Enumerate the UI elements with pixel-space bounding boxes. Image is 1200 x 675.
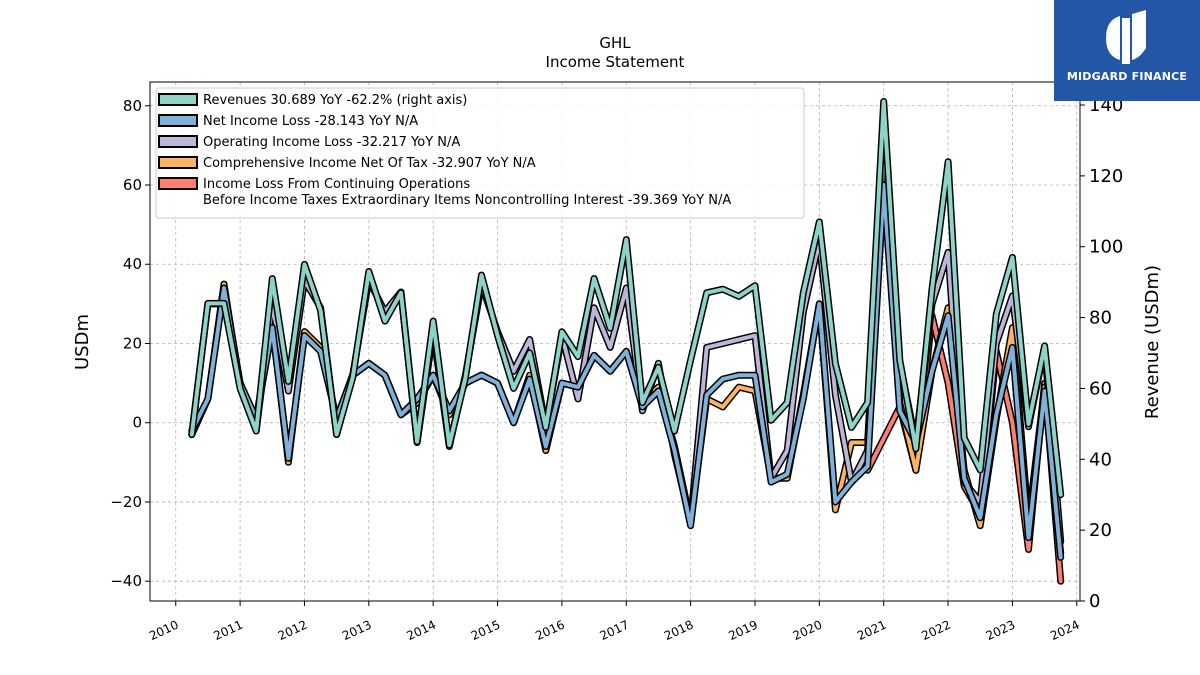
y-tick-label-left: 60 <box>123 176 142 194</box>
y-tick-label-right: 20 <box>1089 520 1112 541</box>
legend-item-1: Revenues 30.689 YoY -62.2% (right axis) <box>158 93 467 108</box>
y-tick-label-right: 100 <box>1089 237 1123 258</box>
chart-subtitle: Income Statement <box>546 53 685 71</box>
y-tick-label-right: 120 <box>1089 166 1123 187</box>
x-tick-label: 2012 <box>276 618 310 644</box>
legend-label: Income Loss From Continuing Operations <box>203 177 470 192</box>
legend-item-2: Net Income Loss -28.143 YoY N/A <box>158 114 418 129</box>
x-tick-label: 2017 <box>598 618 632 644</box>
legend-label: Net Income Loss -28.143 YoY N/A <box>203 114 418 129</box>
y-tick-label-left: 20 <box>123 334 142 352</box>
series-line-1 <box>188 98 1065 499</box>
legend-swatch <box>158 114 198 127</box>
brand-mark-icon <box>1106 10 1146 64</box>
y-tick-label-right: 0 <box>1089 591 1100 612</box>
y-tick-label-left: 40 <box>123 255 142 273</box>
legend-label: Before Income Taxes Extraordinary Items … <box>203 193 731 208</box>
legend-item-3: Operating Income Loss -32.217 YoY N/A <box>158 135 460 150</box>
x-tick-label: 2016 <box>533 618 567 644</box>
x-tick-label: 2018 <box>662 618 696 644</box>
x-tick-label: 2019 <box>726 618 760 644</box>
x-tick-label: 2023 <box>984 618 1018 644</box>
y-axis-label-right: Revenue (USDm) <box>1142 265 1163 419</box>
x-tick-label: 2024 <box>1048 618 1082 644</box>
y-tick-label-right: 60 <box>1089 378 1112 399</box>
y-tick-label-left: −20 <box>110 493 142 511</box>
legend-item-4: Comprehensive Income Net Of Tax -32.907 … <box>158 156 536 171</box>
legend-swatch <box>158 177 198 190</box>
legend: Revenues 30.689 YoY -62.2% (right axis) N… <box>155 87 805 219</box>
y-tick-label-right: 80 <box>1089 308 1112 329</box>
series-line-1-stroke <box>189 99 1063 497</box>
plot-frame <box>149 81 1081 602</box>
legend-label: Operating Income Loss -32.217 YoY N/A <box>203 135 460 150</box>
x-tick-label: 2013 <box>340 618 374 644</box>
x-tick-label: 2010 <box>147 618 181 644</box>
series-lines <box>188 98 1065 585</box>
brand-logo: MIDGARD FINANCE <box>1054 0 1200 101</box>
x-tick-label: 2011 <box>211 618 245 644</box>
legend-box <box>155 87 805 219</box>
legend-label: Comprehensive Income Net Of Tax -32.907 … <box>203 156 536 171</box>
legend-label: Revenues 30.689 YoY -62.2% (right axis) <box>203 93 467 108</box>
x-tick-label: 2020 <box>791 618 825 644</box>
y-tick-label-left: −40 <box>110 572 142 590</box>
y-tick-label-left: 80 <box>123 97 142 115</box>
legend-item-5: Income Loss From Continuing OperationsBe… <box>158 177 731 208</box>
y-axis-label-left: USDm <box>72 314 93 370</box>
x-tick-label: 2015 <box>469 618 503 644</box>
chart-title: GHL <box>599 34 631 52</box>
legend-swatch <box>158 156 198 169</box>
legend-swatch <box>158 135 198 148</box>
x-tick-label: 2022 <box>919 618 953 644</box>
y-tick-label-right: 40 <box>1089 449 1112 470</box>
y-tick-label-left: 0 <box>132 414 142 432</box>
legend-swatch <box>158 93 198 106</box>
brand-name: MIDGARD FINANCE <box>1066 70 1188 83</box>
x-tick-label: 2014 <box>405 618 439 644</box>
x-tick-label: 2021 <box>855 618 889 644</box>
